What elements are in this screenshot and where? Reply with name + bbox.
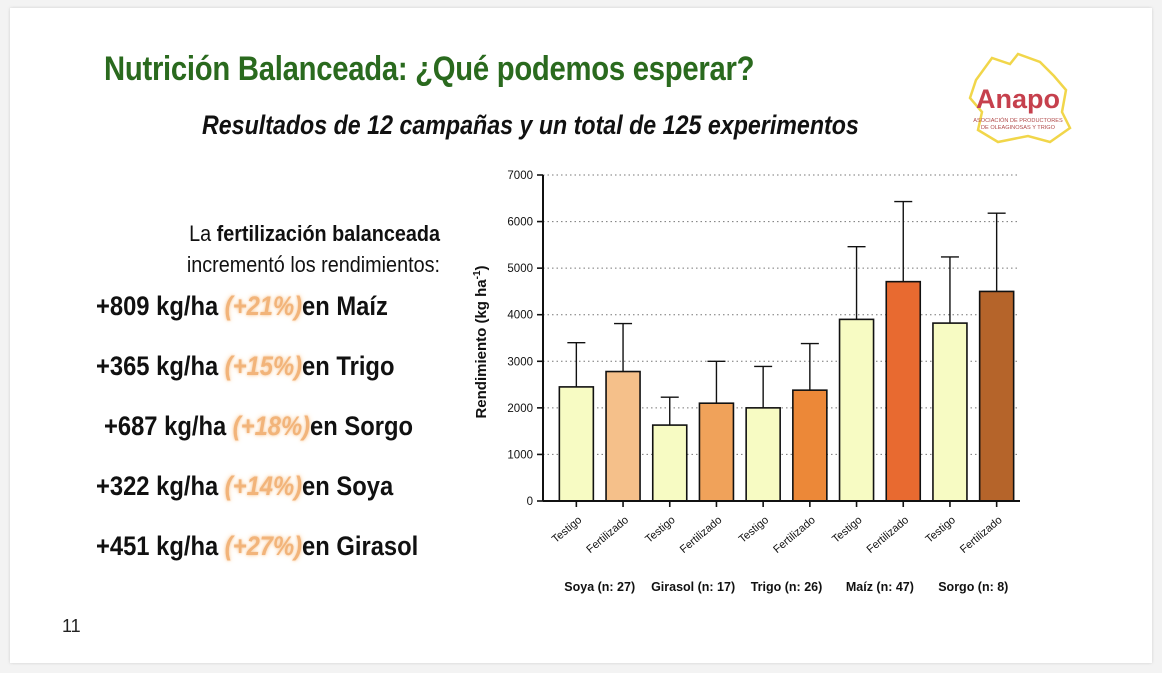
x-tick-label: Testigo bbox=[550, 514, 584, 546]
result-amount: +687 kg/ha bbox=[104, 411, 227, 441]
intro-part-1: La bbox=[189, 221, 217, 246]
bar bbox=[838, 318, 875, 502]
result-percent: (+15%) bbox=[224, 351, 303, 381]
result-crop: en Sorgo bbox=[310, 411, 414, 441]
x-tick-label: Fertilizado bbox=[865, 514, 912, 556]
x-tick-label: Testigo bbox=[830, 514, 864, 546]
page-number: 11 bbox=[62, 616, 81, 636]
y-tick-label: 1000 bbox=[507, 449, 533, 461]
result-trigo: +365 kg/ha (+15%)en Trigo bbox=[96, 351, 394, 382]
x-tick-label: Testigo bbox=[737, 514, 771, 546]
result-percent: (+21%) bbox=[224, 291, 303, 321]
logo-map-outline bbox=[968, 52, 1072, 144]
group-label: Soya (n: 27) bbox=[564, 580, 635, 594]
logo-tagline-2: DE OLEAGINOSAS Y TRIGO bbox=[981, 125, 1056, 131]
slide-title: Nutrición Balanceada: ¿Qué podemos esper… bbox=[104, 50, 755, 88]
result-maiz: +809 kg/ha (+21%)en Maíz bbox=[96, 291, 388, 322]
bar bbox=[932, 322, 968, 502]
x-tick-label: Fertilizado bbox=[584, 514, 631, 556]
result-percent: (+18%) bbox=[232, 411, 311, 441]
y-tick-label: 5000 bbox=[507, 263, 533, 275]
bar bbox=[651, 424, 688, 502]
y-axis-label-sup: -1 bbox=[472, 270, 483, 279]
logo-tagline-1: ASOCIACIÓN DE PRODUCTORES bbox=[973, 117, 1063, 124]
x-tick-label: Fertilizado bbox=[678, 514, 725, 556]
slide-subtitle: Resultados de 12 campañas y un total de … bbox=[202, 110, 859, 140]
chart-bars bbox=[558, 200, 1015, 502]
intro-bold: fertilización balanceada bbox=[216, 221, 440, 246]
bar bbox=[792, 389, 828, 502]
bar bbox=[605, 370, 641, 502]
result-crop: en Soya bbox=[302, 471, 394, 501]
anapo-logo: Anapo ASOCIACIÓN DE PRODUCTORES DE OLEAG… bbox=[968, 52, 1072, 144]
y-tick-label: 7000 bbox=[507, 170, 533, 182]
group-label: Trigo (n: 26) bbox=[751, 580, 823, 594]
y-tick-label: 2000 bbox=[507, 403, 533, 415]
intro-line-1: La fertilización balanceada bbox=[152, 218, 440, 249]
bar bbox=[978, 290, 1015, 502]
x-tick-label: Fertilizado bbox=[771, 514, 818, 556]
result-percent: (+27%) bbox=[224, 531, 303, 561]
y-axis-label-text: Rendimiento (kg ha bbox=[473, 279, 490, 419]
result-crop: en Girasol bbox=[302, 531, 419, 561]
x-tick-label: Fertilizado bbox=[958, 514, 1005, 556]
y-tick-label: 3000 bbox=[507, 356, 533, 368]
result-soya: +322 kg/ha (+14%)en Soya bbox=[96, 471, 393, 502]
result-amount: +365 kg/ha bbox=[96, 351, 219, 381]
group-label: Maíz (n: 47) bbox=[846, 580, 914, 594]
y-tick-label: 4000 bbox=[507, 310, 533, 322]
logo-name: Anapo bbox=[976, 84, 1060, 114]
y-tick-label: 6000 bbox=[507, 217, 533, 229]
result-amount: +809 kg/ha bbox=[96, 291, 219, 321]
result-crop: en Maíz bbox=[302, 291, 388, 321]
result-girasol: +451 kg/ha (+27%)en Girasol bbox=[96, 531, 418, 562]
bar bbox=[558, 386, 595, 502]
x-tick-label: Testigo bbox=[643, 514, 677, 546]
intro-text: La fertilización balanceada incrementó l… bbox=[152, 218, 440, 280]
x-tick-label: Testigo bbox=[923, 514, 957, 546]
result-crop: en Trigo bbox=[302, 351, 395, 381]
result-percent: (+14%) bbox=[224, 471, 303, 501]
group-label: Girasol (n: 17) bbox=[651, 580, 735, 594]
y-tick-label: 0 bbox=[527, 496, 533, 508]
bar bbox=[745, 407, 781, 502]
y-axis-label: Rendimiento (kg ha-1) bbox=[472, 265, 490, 418]
group-label: Sorgo (n: 8) bbox=[938, 580, 1008, 594]
result-sorgo: +687 kg/ha (+18%)en Sorgo bbox=[104, 411, 413, 442]
result-amount: +451 kg/ha bbox=[96, 531, 219, 561]
result-amount: +322 kg/ha bbox=[96, 471, 219, 501]
intro-line-2: incrementó los rendimientos: bbox=[186, 252, 440, 277]
bar bbox=[885, 280, 922, 502]
y-axis-label-close: ) bbox=[473, 265, 490, 270]
chart-grid bbox=[543, 174, 1020, 455]
bar bbox=[698, 402, 735, 502]
